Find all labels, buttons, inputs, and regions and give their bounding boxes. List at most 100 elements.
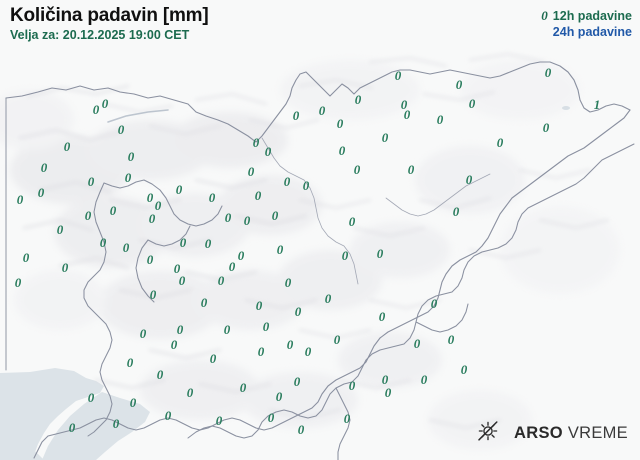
station-value[interactable]: 0 bbox=[395, 69, 402, 82]
station-value[interactable]: 0 bbox=[543, 121, 550, 134]
station-value[interactable]: 0 bbox=[41, 161, 48, 174]
station-value[interactable]: 0 bbox=[377, 247, 384, 260]
station-value[interactable]: 0 bbox=[285, 276, 292, 289]
station-value[interactable]: 0 bbox=[305, 345, 312, 358]
station-value[interactable]: 0 bbox=[147, 253, 154, 266]
station-value[interactable]: 0 bbox=[100, 236, 107, 249]
station-value[interactable]: 0 bbox=[295, 305, 302, 318]
station-value[interactable]: 0 bbox=[349, 379, 356, 392]
station-value[interactable]: 0 bbox=[448, 333, 455, 346]
station-value[interactable]: 0 bbox=[128, 150, 135, 163]
station-value[interactable]: 0 bbox=[401, 98, 408, 111]
station-value[interactable]: 0 bbox=[421, 373, 428, 386]
station-value[interactable]: 0 bbox=[130, 396, 137, 409]
station-value[interactable]: 0 bbox=[344, 412, 351, 425]
station-value[interactable]: 0 bbox=[15, 276, 22, 289]
station-value[interactable]: 0 bbox=[113, 417, 120, 430]
station-value[interactable]: 0 bbox=[224, 323, 231, 336]
station-value[interactable]: 0 bbox=[414, 337, 421, 350]
station-value[interactable]: 0 bbox=[180, 236, 187, 249]
station-value[interactable]: 0 bbox=[385, 386, 392, 399]
station-value[interactable]: 0 bbox=[319, 104, 326, 117]
station-value[interactable]: 0 bbox=[150, 288, 157, 301]
station-value[interactable]: 0 bbox=[127, 356, 134, 369]
station-value[interactable]: 0 bbox=[294, 375, 301, 388]
station-value[interactable]: 0 bbox=[17, 193, 24, 206]
station-value[interactable]: 0 bbox=[497, 136, 504, 149]
station-value[interactable]: 0 bbox=[69, 421, 76, 434]
station-value[interactable]: 0 bbox=[303, 179, 310, 192]
station-value[interactable]: 0 bbox=[110, 204, 117, 217]
station-value[interactable]: 0 bbox=[140, 327, 147, 340]
station-value[interactable]: 0 bbox=[176, 183, 183, 196]
station-value[interactable]: 0 bbox=[201, 296, 208, 309]
station-value[interactable]: 0 bbox=[349, 215, 356, 228]
station-value[interactable]: 0 bbox=[244, 214, 251, 227]
legend-item-24h[interactable]: 0 24h padavine bbox=[541, 24, 632, 40]
station-value[interactable]: 0 bbox=[218, 274, 225, 287]
station-value[interactable]: 0 bbox=[379, 310, 386, 323]
station-value[interactable]: 0 bbox=[545, 66, 552, 79]
station-value[interactable]: 0 bbox=[461, 363, 468, 376]
station-value[interactable]: 0 bbox=[248, 165, 255, 178]
station-value[interactable]: 0 bbox=[229, 260, 236, 273]
station-value[interactable]: 0 bbox=[102, 97, 109, 110]
station-value[interactable]: 0 bbox=[255, 189, 262, 202]
station-value[interactable]: 0 bbox=[93, 103, 100, 116]
station-value[interactable]: 0 bbox=[85, 209, 92, 222]
station-value[interactable]: 1 bbox=[594, 98, 601, 111]
station-value[interactable]: 0 bbox=[38, 186, 45, 199]
station-value[interactable]: 0 bbox=[174, 262, 181, 275]
station-value[interactable]: 0 bbox=[277, 243, 284, 256]
station-value[interactable]: 0 bbox=[57, 223, 64, 236]
station-value[interactable]: 0 bbox=[125, 171, 132, 184]
station-value[interactable]: 0 bbox=[64, 140, 71, 153]
station-value[interactable]: 0 bbox=[268, 411, 275, 424]
station-value[interactable]: 0 bbox=[298, 423, 305, 436]
station-value[interactable]: 0 bbox=[337, 117, 344, 130]
station-value[interactable]: 0 bbox=[404, 108, 411, 121]
station-value[interactable]: 0 bbox=[456, 78, 463, 91]
station-value[interactable]: 0 bbox=[355, 93, 362, 106]
station-value[interactable]: 0 bbox=[238, 249, 245, 262]
station-value[interactable]: 0 bbox=[272, 209, 279, 222]
station-value[interactable]: 0 bbox=[165, 409, 172, 422]
station-value[interactable]: 0 bbox=[469, 97, 476, 110]
station-value[interactable]: 0 bbox=[147, 191, 154, 204]
station-value[interactable]: 0 bbox=[263, 320, 270, 333]
station-value[interactable]: 0 bbox=[155, 199, 162, 212]
station-value[interactable]: 0 bbox=[437, 113, 444, 126]
station-value[interactable]: 0 bbox=[177, 323, 184, 336]
legend[interactable]: 0 12h padavine 0 24h padavine bbox=[541, 8, 632, 40]
station-value[interactable]: 0 bbox=[265, 145, 272, 158]
station-value[interactable]: 0 bbox=[23, 251, 30, 264]
station-value[interactable]: 0 bbox=[453, 205, 460, 218]
station-value[interactable]: 0 bbox=[258, 345, 265, 358]
station-value[interactable]: 0 bbox=[157, 368, 164, 381]
legend-item-12h[interactable]: 0 12h padavine bbox=[541, 8, 632, 24]
station-value[interactable]: 0 bbox=[342, 249, 349, 262]
station-value[interactable]: 0 bbox=[287, 338, 294, 351]
station-value[interactable]: 0 bbox=[209, 191, 216, 204]
station-value[interactable]: 0 bbox=[210, 352, 217, 365]
station-value[interactable]: 0 bbox=[382, 373, 389, 386]
station-value[interactable]: 0 bbox=[276, 390, 283, 403]
station-value[interactable]: 0 bbox=[118, 123, 125, 136]
station-value[interactable]: 0 bbox=[293, 109, 300, 122]
station-value[interactable]: 0 bbox=[88, 175, 95, 188]
station-value[interactable]: 0 bbox=[253, 136, 260, 149]
station-value[interactable]: 0 bbox=[149, 212, 156, 225]
station-value[interactable]: 0 bbox=[123, 241, 130, 254]
arso-vreme-logo[interactable]: ARSO VREME bbox=[476, 419, 628, 448]
station-value[interactable]: 0 bbox=[408, 163, 415, 176]
station-value[interactable]: 0 bbox=[179, 274, 186, 287]
station-value[interactable]: 0 bbox=[216, 414, 223, 427]
station-value[interactable]: 0 bbox=[339, 144, 346, 157]
station-value[interactable]: 0 bbox=[466, 173, 473, 186]
station-value[interactable]: 0 bbox=[225, 211, 232, 224]
station-value[interactable]: 0 bbox=[205, 237, 212, 250]
station-value[interactable]: 0 bbox=[171, 338, 178, 351]
station-value[interactable]: 0 bbox=[325, 292, 332, 305]
station-value[interactable]: 0 bbox=[382, 131, 389, 144]
